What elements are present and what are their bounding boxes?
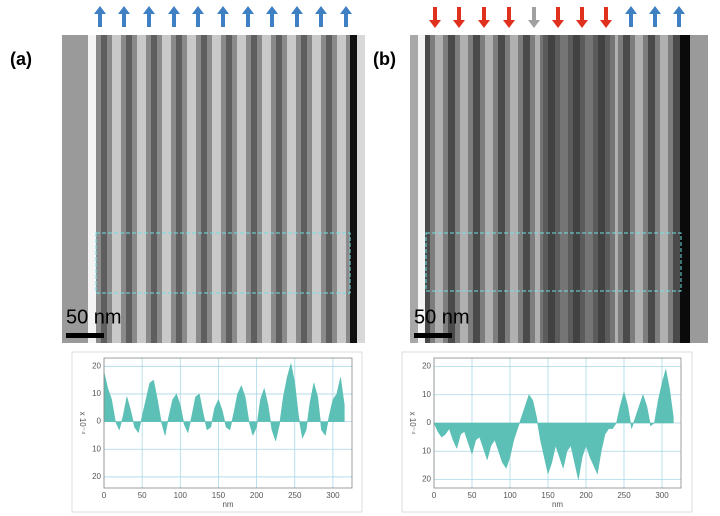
x-tick-label: 250	[617, 491, 631, 500]
micrograph	[62, 35, 365, 343]
x-tick-label: 150	[541, 491, 555, 500]
x-tick-label: 0	[432, 491, 437, 500]
area	[433, 369, 674, 480]
scale-bar-label: 50 nm	[414, 306, 470, 328]
y-tick-label: 10	[422, 390, 431, 399]
y-tick-label: 20	[92, 472, 101, 481]
x-tick-label: 100	[174, 491, 188, 500]
y-tick-label: 0	[427, 418, 432, 427]
y-axis-label: x 10⁻⁴	[78, 412, 87, 435]
x-tick-label: 50	[468, 491, 477, 500]
x-tick-label: 100	[503, 491, 517, 500]
x-tick-label: 250	[288, 491, 302, 500]
x-tick-label: 200	[579, 491, 593, 500]
x-tick-label: 150	[212, 491, 226, 500]
polarization-arrows	[94, 6, 352, 27]
polarization-arrows	[429, 6, 685, 28]
y-tick-label: 0	[97, 417, 102, 426]
x-tick-label: 0	[102, 491, 107, 500]
area	[103, 363, 345, 442]
y-tick-label: 20	[92, 361, 101, 370]
x-axis-label: nm	[552, 500, 563, 509]
plot-frame	[433, 357, 682, 489]
x-axis-label: nm	[222, 500, 233, 509]
x-tick-label: 200	[250, 491, 264, 500]
y-tick-label: 20	[422, 362, 431, 371]
x-tick-label: 50	[138, 491, 147, 500]
scale-bar-label: 50 nm	[66, 306, 122, 328]
plot-frame	[103, 357, 353, 489]
y-tick-label: 10	[92, 444, 101, 453]
y-tick-label: 10	[92, 389, 101, 398]
chart-frame	[71, 351, 363, 513]
panel-label: (a)	[10, 49, 32, 69]
y-tick-label: 20	[422, 475, 431, 484]
y-tick-label: 10	[422, 446, 431, 455]
panel-label: (b)	[373, 49, 396, 69]
y-axis-label: x 10⁻⁴	[408, 412, 417, 435]
x-tick-label: 300	[326, 491, 340, 500]
micrograph	[410, 35, 708, 343]
x-tick-label: 300	[655, 491, 669, 500]
